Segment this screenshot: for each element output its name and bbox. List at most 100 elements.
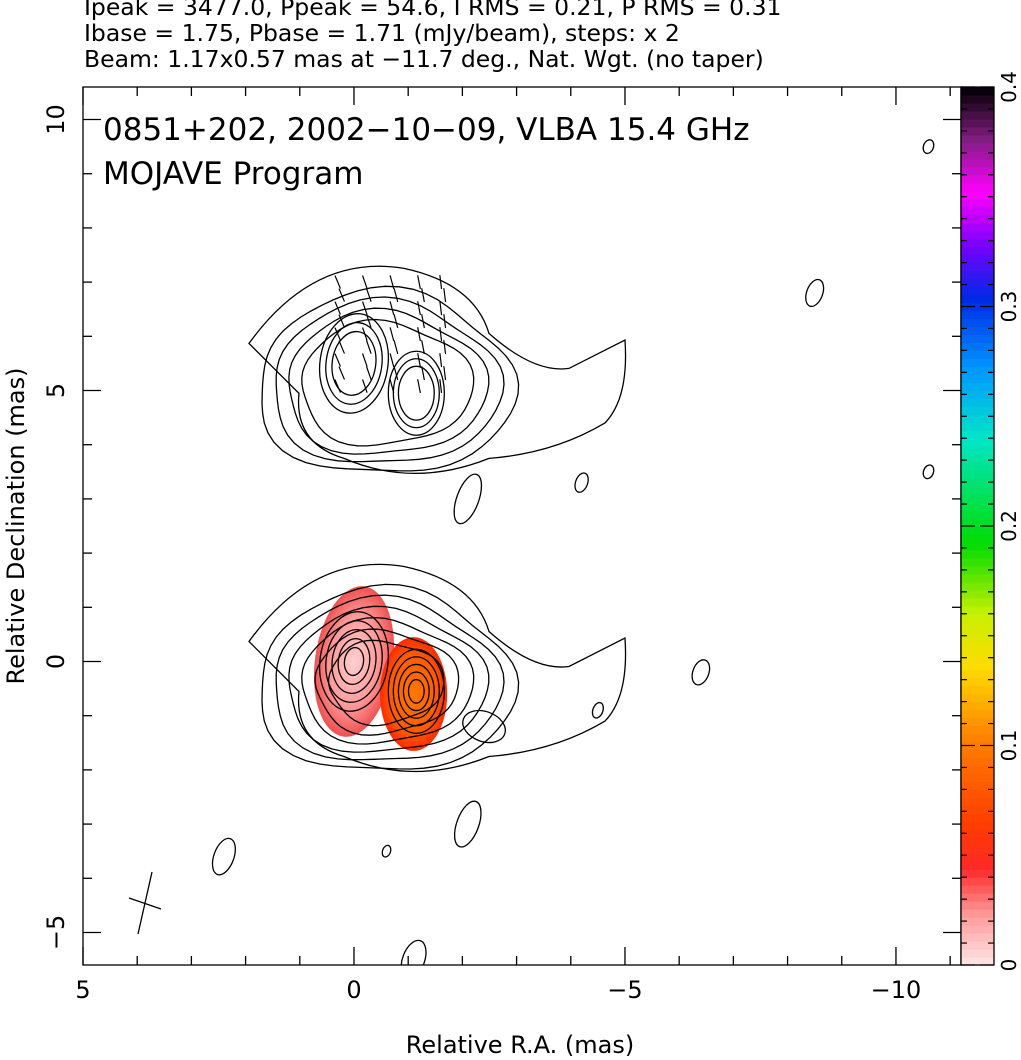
colorbar-band	[961, 110, 994, 120]
evpa-vector	[439, 275, 443, 290]
colorbar-band	[961, 717, 994, 727]
colorbar-band	[961, 741, 994, 751]
total-contour-outer-5	[314, 628, 460, 736]
total-contour-core-3	[331, 629, 377, 694]
total-contour-secondary-2	[392, 656, 440, 727]
colorbar-band	[961, 837, 994, 846]
colorbar-band	[961, 949, 994, 958]
header-line-1: Ipeak = 3477.0, Ppeak = 54.6, I RMS = 0.…	[84, 0, 782, 21]
noise-contour-6	[691, 659, 711, 686]
colorbar-band	[961, 637, 994, 647]
colorbar-band	[961, 557, 994, 567]
noise-contour-5	[922, 464, 935, 480]
evpa-vector	[393, 340, 399, 355]
colorbar-tick-label: 0.4	[997, 71, 1021, 103]
evpa-vector	[439, 379, 443, 394]
evpa-vector	[338, 288, 346, 302]
colorbar-band	[961, 669, 994, 679]
colorbar-band	[961, 174, 994, 184]
total-contour-base	[248, 563, 627, 773]
colorbar-band	[961, 773, 994, 783]
noise-contour-9	[211, 837, 236, 876]
colorbar-band	[961, 645, 994, 655]
evpa-vector	[365, 366, 372, 380]
colorbar-band	[961, 382, 994, 391]
colorbar-tick-label: 0.2	[997, 510, 1021, 542]
colorbar-band	[961, 310, 994, 320]
colorbar-band	[961, 430, 994, 439]
colorbar-band	[961, 749, 994, 759]
colorbar-band	[961, 677, 994, 687]
colorbar-tick-label: 0	[997, 959, 1021, 972]
colorbar-band	[961, 613, 994, 623]
evpa-vector	[421, 366, 425, 381]
colorbar-band	[961, 87, 994, 96]
colorbar-band	[961, 917, 994, 926]
colorbar-band	[961, 549, 994, 559]
x-axis-ticks: 5 0 −5 −10	[75, 87, 951, 1004]
colorbar-band	[961, 518, 994, 527]
noise-contour-12	[462, 709, 507, 744]
colorbar-band	[961, 406, 994, 415]
total-contour-outer-4	[301, 616, 475, 745]
colorbar-band	[961, 270, 994, 280]
colorbar-band	[961, 581, 994, 591]
colorbar-band	[961, 621, 994, 631]
total-contour-secondary-1	[387, 648, 445, 734]
colorbar-band	[961, 526, 994, 535]
colorbar-band	[961, 933, 994, 942]
evpa-vector	[334, 275, 342, 289]
evpa-vector	[389, 327, 395, 342]
colorbar-band	[961, 102, 994, 112]
evpa-vector	[389, 353, 395, 368]
polarization-vectors	[334, 275, 447, 394]
evpa-vector	[417, 379, 421, 394]
pol-contour-base	[248, 265, 627, 474]
evpa-vector	[389, 275, 395, 290]
intensity-contours	[211, 139, 935, 965]
y-axis-label: Relative Declination (mas)	[2, 367, 30, 684]
evpa-vector	[338, 314, 346, 328]
colorbar-band	[961, 158, 994, 168]
noise-contour-11	[591, 701, 604, 719]
colorbar-band	[961, 589, 994, 599]
colorbar-band	[961, 262, 994, 272]
colorbar-band	[961, 166, 994, 176]
evpa-vector	[443, 314, 447, 329]
evpa-vector	[361, 353, 368, 367]
pol-contour-outer-1	[261, 285, 520, 472]
colorbar-band	[961, 565, 994, 575]
colorbar-band	[961, 358, 994, 367]
colorbar-band	[961, 781, 994, 790]
evpa-vector	[417, 353, 421, 368]
evpa-vector	[365, 314, 372, 328]
colorbar-band	[961, 142, 994, 152]
evpa-vector	[361, 301, 368, 315]
total-contour-core-5	[343, 646, 365, 677]
colorbar-band	[961, 486, 994, 495]
evpa-vector	[439, 327, 443, 342]
evpa-vector	[421, 288, 425, 303]
evpa-vector	[389, 379, 395, 394]
colorbar-band	[961, 478, 994, 487]
colorbar-band	[961, 150, 994, 160]
evpa-vector	[417, 301, 421, 316]
colorbar-band	[961, 454, 994, 463]
evpa-vector	[443, 366, 447, 381]
colorbar-band	[961, 789, 994, 798]
pol-contour-secondary-2	[392, 358, 440, 429]
header-line-3: Beam: 1.17x0.57 mas at −11.7 deg., Nat. …	[84, 45, 764, 73]
colorbar-band	[961, 118, 994, 128]
colorbar-band	[961, 134, 994, 144]
pol-contour-core-3	[331, 330, 377, 396]
evpa-vector	[361, 379, 368, 393]
colorbar-band	[961, 374, 994, 383]
evpa-vector	[334, 379, 342, 393]
colorbar-band	[961, 278, 994, 288]
pol-contour-secondary-3	[397, 365, 435, 421]
evpa-vector	[361, 327, 368, 341]
colorbar-band	[961, 318, 994, 328]
chart-subtitle: MOJAVE Program	[103, 156, 363, 192]
colorbar-band	[961, 326, 994, 336]
colorbar-band	[961, 222, 994, 232]
